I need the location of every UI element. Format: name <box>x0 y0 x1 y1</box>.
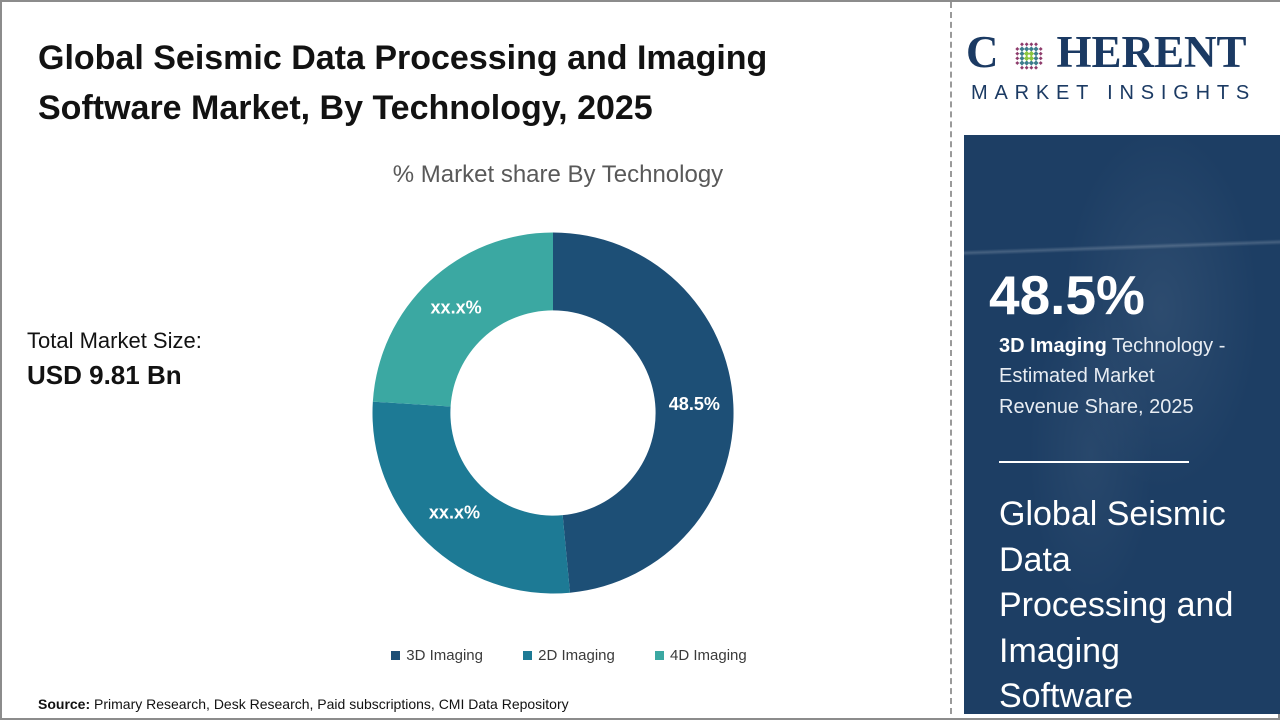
svg-text:48.5%: 48.5% <box>669 394 720 414</box>
svg-text:xx.x%: xx.x% <box>429 502 480 522</box>
svg-text:xx.x%: xx.x% <box>431 297 482 317</box>
